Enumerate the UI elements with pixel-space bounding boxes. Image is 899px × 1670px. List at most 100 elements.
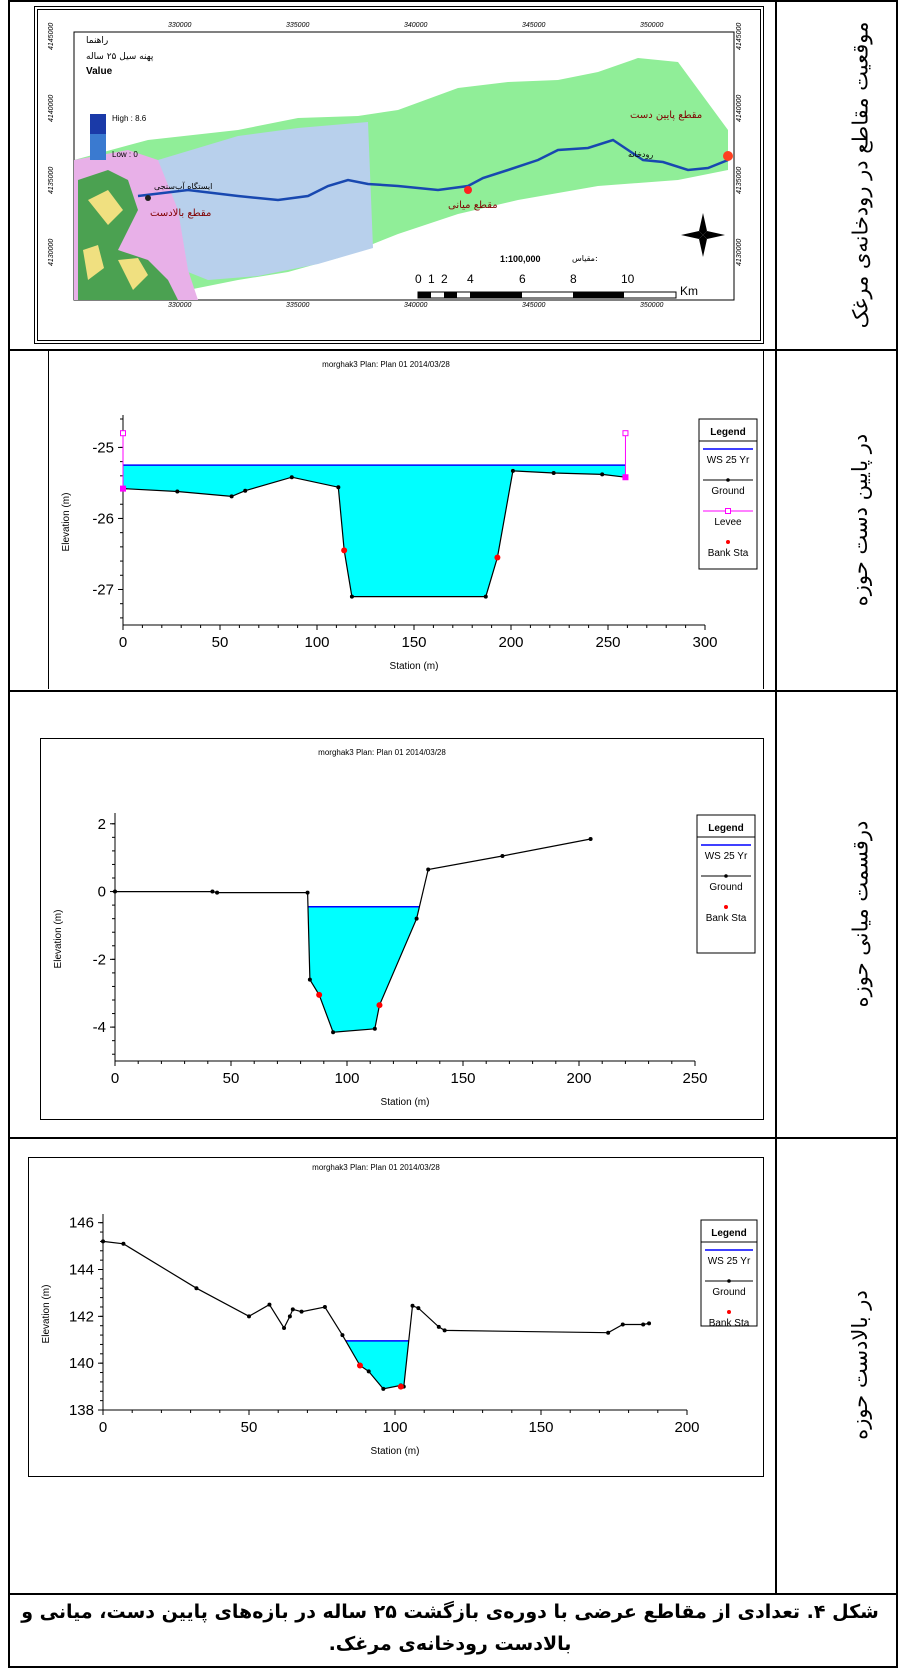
chart-title: morghak3 Plan: Plan 01 2014/03/28: [312, 1163, 440, 1172]
ground-line: [102, 1240, 650, 1390]
levee-point: [120, 430, 126, 437]
ground-point: [426, 867, 431, 872]
ground-point: [620, 1322, 625, 1327]
floodplain-area: [158, 122, 373, 280]
section-marker-upstream: [145, 195, 151, 201]
ground-point: [442, 1328, 447, 1333]
ground-point: [267, 1302, 272, 1307]
ground-point: [606, 1330, 611, 1335]
legend-item-label: Ground: [711, 486, 744, 497]
cross-section-chart-upstream: morghak3 Plan: Plan 01 2014/03/28 0 50 100 1…: [41, 1163, 758, 1457]
ground-point: [483, 594, 488, 599]
map-label-station: ایستگاه آب‌سنجی: [154, 182, 213, 191]
row-divider-2: [8, 690, 896, 692]
levee-base-point: [120, 485, 126, 492]
legend-item-label: WS 25 Yr: [708, 1256, 751, 1267]
ground-point: [210, 889, 215, 894]
map-coord-label: 335000: [286, 302, 310, 309]
bank-station-point: [356, 1362, 363, 1369]
y-tick-label: 2: [98, 816, 106, 833]
map-coord-label: 4145000: [48, 22, 55, 50]
ground-point: [340, 1333, 345, 1338]
ground-point: [282, 1326, 287, 1331]
legend-swatch-ground-dot: [726, 478, 730, 482]
ground-point: [101, 1239, 105, 1244]
y-tick-label: 144: [69, 1262, 94, 1279]
map-legend-subtitle: پهنه سیل ۲۵ ساله: [86, 52, 154, 62]
levee-point: [622, 430, 629, 437]
ground-line: [122, 470, 626, 598]
section-marker-middle: [464, 186, 472, 194]
ground-point: [215, 890, 220, 895]
row-label-upstream: در بالادست حوزه: [848, 1290, 873, 1440]
ground-point: [322, 1304, 327, 1309]
ground-point: [229, 494, 234, 499]
ground-point: [287, 1314, 292, 1319]
ground-point: [289, 475, 294, 480]
y-axis-label: Elevation (m): [41, 1285, 52, 1344]
legend-title: Legend: [708, 823, 744, 834]
ground-point: [416, 1306, 421, 1311]
x-axis-label: Station (m): [381, 1097, 430, 1108]
x-tick-label: 50: [241, 1419, 258, 1436]
legend-title: Legend: [711, 1228, 747, 1239]
row-divider-3: [8, 1137, 896, 1139]
x-tick-label: 100: [334, 1070, 359, 1087]
flood-map: [73, 31, 735, 301]
row-label-middle: درقسمت میانی حوزه: [848, 820, 872, 1007]
chart-panel-upstream: morghak3 Plan: Plan 01 2014/03/28 0 50 100 1…: [28, 1157, 764, 1477]
scale-tick-label: 2: [441, 272, 448, 286]
map-coord-label: 345000: [522, 22, 546, 29]
x-tick-label: 50: [223, 1070, 240, 1087]
river-line: [137, 138, 729, 202]
legend-item-label: Bank Sta: [709, 1318, 750, 1329]
legend-title: Legend: [710, 427, 746, 438]
x-tick-label: 250: [595, 634, 620, 651]
x-axis-label: Station (m): [390, 661, 439, 672]
legend-item-label: Levee: [714, 517, 742, 528]
map-coord-label: 4135000: [48, 166, 55, 194]
ground-point: [510, 468, 515, 473]
x-tick-label: 150: [401, 634, 426, 651]
x-tick-label: 300: [692, 634, 717, 651]
section-marker-downstream: [723, 151, 733, 161]
map-scale-unit: Km: [680, 284, 698, 298]
water-area: [345, 1340, 409, 1389]
y-tick-label: -25: [92, 439, 114, 456]
map-low-label: Low : 0: [112, 150, 138, 159]
legend-item-label: WS 25 Yr: [705, 851, 748, 862]
map-scale-prefix: مقیاس:: [572, 254, 598, 263]
map-coord-label: 4130000: [736, 238, 743, 266]
y-axis-label: Elevation (m): [61, 493, 72, 552]
bank-station-point: [341, 547, 348, 554]
map-label-middle: مقطع میانی: [448, 200, 498, 211]
scale-tick-label: 4: [467, 272, 474, 286]
legend-box: [696, 814, 756, 954]
x-tick-label: 0: [99, 1419, 107, 1436]
scale-tick-label: 6: [519, 272, 526, 286]
bank-station-point: [494, 554, 501, 561]
legend-swatch-bank: [724, 905, 728, 909]
map-coord-label: 340000: [404, 302, 428, 309]
legend-item-label: Bank Sta: [706, 913, 747, 924]
row-label-downstream: در پایین دست حوزه: [848, 433, 873, 606]
y-tick-label: 138: [69, 1402, 94, 1419]
y-axis-label: Elevation (m): [53, 910, 64, 969]
x-tick-label: 50: [212, 634, 229, 651]
ground-point: [551, 470, 556, 475]
caption-line-2: بالادست رودخانه‌ی مرغک.: [328, 1633, 572, 1655]
ground-point: [336, 485, 341, 490]
x-tick-label: 0: [119, 634, 127, 651]
map-high-label: High : 8.6: [112, 114, 147, 123]
levee-base-point: [622, 474, 629, 481]
ground-point: [647, 1321, 652, 1326]
ground-point: [410, 1303, 415, 1308]
legend-swatch-ground-dot: [724, 874, 728, 878]
scale-tick-label: 10: [621, 272, 635, 286]
legend-swatch-ground-dot: [727, 1279, 731, 1283]
column-divider: [775, 0, 777, 1593]
row-label-map: موقعیت مقاطع در رودخانه‌ی مرغک: [848, 21, 872, 328]
ground-point: [600, 472, 605, 477]
map-panel: راهنما پهنه سیل ۲۵ ساله Value High : 8.6…: [34, 6, 764, 344]
x-tick-label: 0: [111, 1070, 119, 1087]
